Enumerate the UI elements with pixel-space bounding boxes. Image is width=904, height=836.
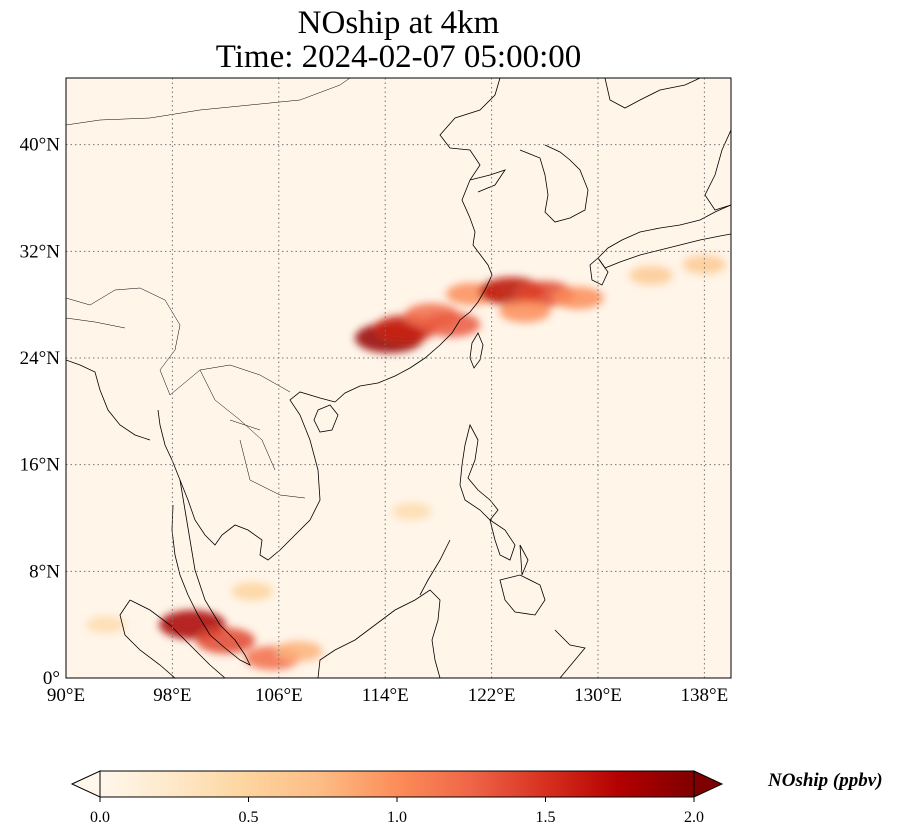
plume-16: [231, 582, 273, 601]
coastline-east-china: [334, 78, 501, 403]
map-frame: [65, 77, 732, 679]
coastline-visayas: [489, 519, 529, 576]
plume-12: [196, 627, 256, 654]
plume-10: [682, 255, 727, 275]
coastline-sulawesi: [554, 629, 586, 678]
plume-8: [552, 286, 604, 310]
border-lines: [66, 78, 351, 499]
plume-3: [423, 312, 481, 338]
lat-tick-label: 8°N: [29, 561, 60, 582]
coastline-borneo: [317, 589, 441, 678]
colorbar-ticks: 0.0 0.5 1.0 1.5 2.0: [90, 797, 704, 826]
coastline-indochina: [157, 391, 336, 561]
gridlines: [66, 78, 731, 678]
colorbar-tick-label: 1.5: [536, 809, 556, 826]
lon-tick-label: 106°E: [255, 685, 303, 706]
lon-tick-label: 90°E: [47, 685, 85, 706]
lon-tick-label: 114°E: [362, 685, 409, 706]
colorbar: 0.0 0.5 1.0 1.5 2.0: [70, 770, 724, 826]
coastline-korea: [519, 144, 589, 223]
plume-17: [391, 502, 432, 521]
coastline-north-japan: [704, 129, 731, 211]
latitude-tick-labels: 0° 8°N 16°N 24°N 32°N 40°N: [20, 135, 61, 689]
coastline-kyushu: [589, 257, 609, 286]
title-line-2: Time: 2024-02-07 05:00:00: [215, 39, 582, 75]
coastline-mindanao: [499, 574, 546, 616]
colorbar-tick-label: 2.0: [684, 809, 704, 826]
plume-9: [629, 265, 673, 285]
lon-tick-label: 98°E: [153, 685, 191, 706]
coastline-shandong: [469, 169, 506, 193]
map-background: [66, 78, 731, 678]
lat-tick-label: 32°N: [20, 241, 61, 262]
coastline-russia: [604, 78, 701, 109]
colorbar-tick-label: 0.5: [239, 809, 259, 826]
lon-tick-label: 130°E: [574, 685, 622, 706]
coastline-taiwan: [469, 332, 484, 369]
coastline-luzon: [459, 423, 499, 521]
colorbar-gradient: [99, 770, 695, 798]
lon-tick-label: 138°E: [681, 685, 729, 706]
coastline-hainan: [313, 404, 339, 433]
coastline-palawan: [419, 539, 451, 596]
lat-tick-label: 0°: [43, 668, 60, 689]
lon-tick-label: 122°E: [468, 685, 516, 706]
lat-tick-label: 24°N: [20, 348, 61, 369]
longitude-tick-labels: 90°E 98°E 106°E 114°E 122°E 130°E 138°E: [47, 685, 728, 706]
colorbar-tick-label: 0.0: [90, 809, 110, 826]
colorbar-tick-label: 1.0: [387, 809, 407, 826]
lat-tick-label: 16°N: [20, 455, 61, 476]
plume-15: [86, 615, 126, 634]
colorbar-label: NOship (ppbv): [768, 770, 883, 791]
lat-tick-label: 40°N: [20, 135, 61, 156]
coastline-sumatra: [119, 599, 226, 678]
colorbar-extend-low: [70, 770, 101, 798]
map-title: NOship at 4km Time: 2024-02-07 05:00:00: [66, 6, 731, 74]
plume-7: [499, 300, 551, 323]
concentration-field: [86, 255, 727, 671]
colorbar-extend-high: [693, 770, 724, 798]
map-panel: 0° 8°N 16°N 24°N 32°N 40°N 90°E 98°E 106°E 114°E…: [20, 77, 732, 706]
coastline-bay-of-bengal: [66, 359, 151, 441]
plume-14: [275, 640, 323, 662]
title-line-1: NOship at 4km: [297, 5, 500, 41]
